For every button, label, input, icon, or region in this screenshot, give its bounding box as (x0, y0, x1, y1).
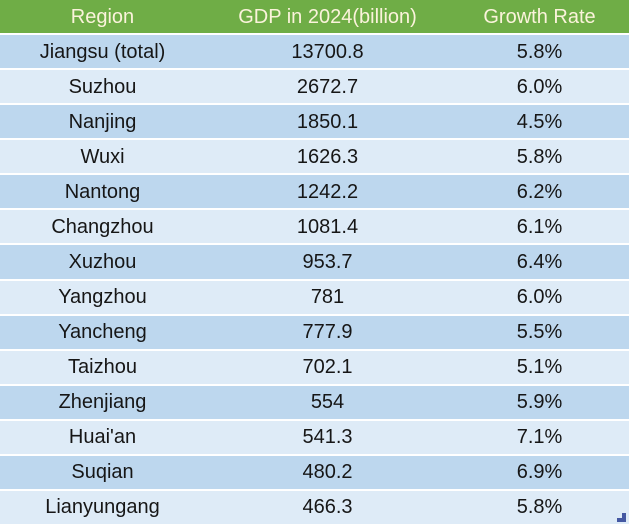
table-resize-handle-step-top (622, 513, 626, 518)
gdp-cell[interactable]: 2672.7 (296, 75, 359, 98)
header-growth-rate[interactable]: Growth Rate (483, 5, 596, 28)
region-cell[interactable]: Yangzhou (58, 286, 147, 309)
region-cell[interactable]: Huai'an (68, 426, 137, 449)
growth-rate-cell[interactable]: 5.8% (516, 496, 563, 519)
gdp-cell[interactable]: 466.3 (302, 496, 353, 519)
gdp-cell[interactable]: 777.9 (302, 321, 353, 344)
table-row: Yangzhou 781 6.0% (0, 280, 629, 314)
region-cell[interactable]: Taizhou (68, 356, 137, 379)
gdp-cell[interactable]: 1242.2 (296, 180, 359, 203)
growth-rate-cell[interactable]: 5.1% (516, 356, 563, 379)
growth-rate-cell[interactable]: 5.8% (516, 40, 563, 63)
growth-rate-cell[interactable]: 6.0% (516, 286, 563, 309)
region-cell[interactable]: Suzhou (68, 75, 137, 98)
table-row: Huai'an 541.3 7.1% (0, 420, 629, 454)
gdp-cell[interactable]: 953.7 (302, 250, 353, 273)
growth-rate-cell[interactable]: 5.8% (516, 145, 563, 168)
gdp-cell[interactable]: 1081.4 (296, 215, 359, 238)
table-row: Nanjing 1850.1 4.5% (0, 105, 629, 139)
gdp-cell[interactable]: 1850.1 (296, 110, 359, 133)
region-cell[interactable]: Lianyungang (45, 496, 160, 519)
table-row: Zhenjiang 554 5.9% (0, 385, 629, 419)
gdp-cell[interactable]: 702.1 (302, 356, 353, 379)
region-cell[interactable]: Yancheng (58, 321, 147, 344)
growth-rate-cell[interactable]: 5.5% (516, 321, 563, 344)
table-row: Changzhou 1081.4 6.1% (0, 210, 629, 244)
table-header-row: Region GDP in 2024(billion) Growth Rate (0, 0, 629, 34)
table-resize-handle-step-bottom (617, 518, 626, 522)
growth-rate-cell[interactable]: 6.2% (516, 180, 563, 203)
growth-rate-cell[interactable]: 4.5% (516, 110, 563, 133)
table-resize-handle-icon[interactable] (617, 513, 626, 522)
gdp-cell[interactable]: 781 (310, 286, 345, 309)
growth-rate-cell[interactable]: 7.1% (516, 426, 563, 449)
growth-rate-cell[interactable]: 6.9% (516, 461, 563, 484)
gdp-cell[interactable]: 541.3 (302, 426, 353, 449)
growth-rate-cell[interactable]: 6.4% (516, 250, 563, 273)
table-row: Jiangsu (total) 13700.8 5.8% (0, 35, 629, 69)
gdp-cell[interactable]: 1626.3 (296, 145, 359, 168)
region-cell[interactable]: Changzhou (51, 215, 154, 238)
table-row: Suqian 480.2 6.9% (0, 455, 629, 489)
region-cell[interactable]: Nanjing (68, 110, 137, 133)
table-row: Lianyungang 466.3 5.8% (0, 490, 629, 524)
header-gdp[interactable]: GDP in 2024(billion) (238, 5, 417, 28)
table-row: Taizhou 702.1 5.1% (0, 350, 629, 384)
gdp-cell[interactable]: 13700.8 (291, 40, 364, 63)
gdp-cell[interactable]: 480.2 (302, 461, 353, 484)
table-row: Nantong 1242.2 6.2% (0, 175, 629, 209)
region-cell[interactable]: Jiangsu (total) (39, 40, 166, 63)
table-row: Xuzhou 953.7 6.4% (0, 245, 629, 279)
region-cell[interactable]: Xuzhou (68, 250, 137, 273)
region-cell[interactable]: Nantong (64, 180, 141, 203)
header-region[interactable]: Region (70, 5, 135, 28)
growth-rate-cell[interactable]: 6.1% (516, 215, 563, 238)
region-cell[interactable]: Wuxi (80, 145, 125, 168)
table-row: Yancheng 777.9 5.5% (0, 315, 629, 349)
region-cell[interactable]: Suqian (71, 461, 134, 484)
gdp-cell[interactable]: 554 (310, 391, 345, 414)
growth-rate-cell[interactable]: 6.0% (516, 75, 563, 98)
growth-rate-cell[interactable]: 5.9% (516, 391, 563, 414)
region-cell[interactable]: Zhenjiang (58, 391, 147, 414)
table-row: Wuxi 1626.3 5.8% (0, 140, 629, 174)
table-row: Suzhou 2672.7 6.0% (0, 70, 629, 104)
